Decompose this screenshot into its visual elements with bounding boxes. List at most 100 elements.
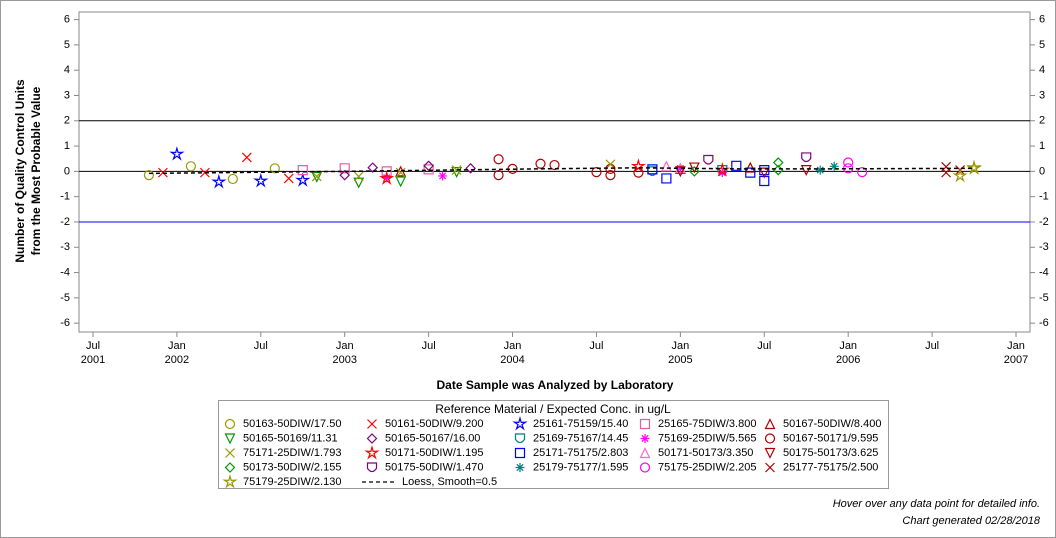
data-point[interactable] <box>758 167 770 179</box>
plot-frame <box>78 11 1031 333</box>
data-point[interactable] <box>843 157 854 168</box>
data-point[interactable] <box>605 170 616 181</box>
data-point[interactable] <box>241 152 252 163</box>
data-point[interactable] <box>661 173 672 184</box>
data-point[interactable] <box>295 172 311 187</box>
legend-label: 75171-25DIW/1.793 <box>243 447 341 459</box>
data-point[interactable] <box>451 165 462 176</box>
data-point[interactable] <box>493 154 504 165</box>
data-point[interactable] <box>941 167 952 178</box>
loess-line <box>148 167 975 175</box>
legend-symbol <box>224 433 236 445</box>
data-point[interactable] <box>199 167 210 178</box>
legend-label: 25161-75159/15.40 <box>533 418 628 430</box>
y-tick-label: 2 <box>64 115 70 127</box>
legend-label: 50165-50169/11.31 <box>243 432 338 444</box>
data-point[interactable] <box>952 167 968 183</box>
data-point[interactable] <box>157 167 168 178</box>
data-point[interactable] <box>605 159 616 170</box>
legend-label: 50175-50173/3.625 <box>783 447 878 459</box>
data-point[interactable] <box>185 161 196 172</box>
legend-symbol <box>639 447 651 459</box>
data-point[interactable] <box>353 171 364 182</box>
data-point[interactable] <box>688 162 700 174</box>
legend-label: 25169-75167/14.45 <box>533 432 628 444</box>
y2-tick-label: 2 <box>1039 115 1045 127</box>
data-point[interactable] <box>703 154 714 165</box>
data-point[interactable] <box>169 146 185 161</box>
data-point[interactable] <box>801 152 812 163</box>
y2-tick-label: 4 <box>1039 64 1045 76</box>
data-point[interactable] <box>647 164 658 175</box>
data-point[interactable] <box>800 165 812 176</box>
data-point[interactable] <box>465 162 476 174</box>
y-tick-label: 4 <box>64 64 70 76</box>
data-point[interactable] <box>438 171 448 181</box>
data-point[interactable] <box>507 163 518 174</box>
footnote: Hover over any data point for detailed i… <box>833 498 1040 510</box>
y-tick-label: -1 <box>60 191 70 203</box>
data-point[interactable] <box>689 166 700 177</box>
data-point[interactable] <box>253 172 269 188</box>
data-point[interactable] <box>493 170 504 181</box>
x-tick-label: Jul <box>589 340 603 352</box>
data-point[interactable] <box>759 165 770 176</box>
data-point[interactable] <box>660 160 672 172</box>
data-point[interactable] <box>772 157 784 168</box>
data-point[interactable] <box>311 171 323 183</box>
legend-label: 50167-50DIW/8.400 <box>783 418 881 430</box>
x-tick-label: 2007 <box>1004 354 1028 366</box>
data-point[interactable] <box>379 170 395 185</box>
data-point[interactable] <box>395 165 407 177</box>
data-point[interactable] <box>283 173 294 184</box>
data-point[interactable] <box>674 166 686 178</box>
legend-symbol <box>512 415 528 431</box>
x-tick-label: Jul <box>254 340 268 352</box>
legend-label: 50171-50DIW/1.195 <box>385 447 483 459</box>
data-point[interactable] <box>381 166 392 177</box>
y-axis-label: from the Most Probable Value <box>29 86 43 255</box>
data-point[interactable] <box>143 170 155 181</box>
x-tick-label: 2001 <box>81 354 105 366</box>
data-point[interactable] <box>311 171 322 182</box>
legend-symbol <box>224 418 236 430</box>
data-point[interactable] <box>211 173 227 189</box>
legend-label: 25165-75DIW/3.800 <box>658 418 756 430</box>
y-tick-label: -6 <box>60 317 70 329</box>
data-point[interactable] <box>382 173 392 183</box>
legend-title: Reference Material / Expected Conc. in u… <box>435 402 671 416</box>
data-point[interactable] <box>269 163 280 174</box>
legend-box <box>218 400 889 489</box>
legend-label: 75169-25DIW/5.565 <box>658 432 756 444</box>
data-point[interactable] <box>966 159 982 175</box>
legend-label: 50171-50173/3.350 <box>658 447 753 459</box>
x-tick-label: Jul <box>422 340 436 352</box>
y2-tick-label: -5 <box>1039 292 1049 304</box>
legend-symbol <box>640 434 650 443</box>
legend-symbol <box>765 462 775 473</box>
data-point[interactable] <box>395 167 406 178</box>
x-tick-label: 2005 <box>668 354 692 366</box>
legend-label: 25179-75177/1.595 <box>533 461 628 473</box>
data-point[interactable] <box>731 160 742 171</box>
data-point[interactable] <box>339 169 351 181</box>
data-point[interactable] <box>535 158 546 169</box>
data-point[interactable] <box>815 165 825 175</box>
data-point[interactable] <box>829 161 839 171</box>
data-point[interactable] <box>675 163 685 173</box>
data-point[interactable] <box>353 177 365 189</box>
x-tick-label: Jan <box>671 340 689 352</box>
legend-symbol <box>515 463 525 472</box>
data-point[interactable] <box>367 162 379 173</box>
x-tick-label: 2002 <box>165 354 189 366</box>
data-point[interactable] <box>395 176 407 188</box>
data-point[interactable] <box>339 163 350 174</box>
x-tick-label: Jul <box>86 340 100 352</box>
data-point[interactable] <box>759 175 770 187</box>
data-point[interactable] <box>227 173 238 185</box>
data-point[interactable] <box>605 163 616 174</box>
data-point[interactable] <box>423 160 434 172</box>
data-point[interactable] <box>630 158 647 173</box>
